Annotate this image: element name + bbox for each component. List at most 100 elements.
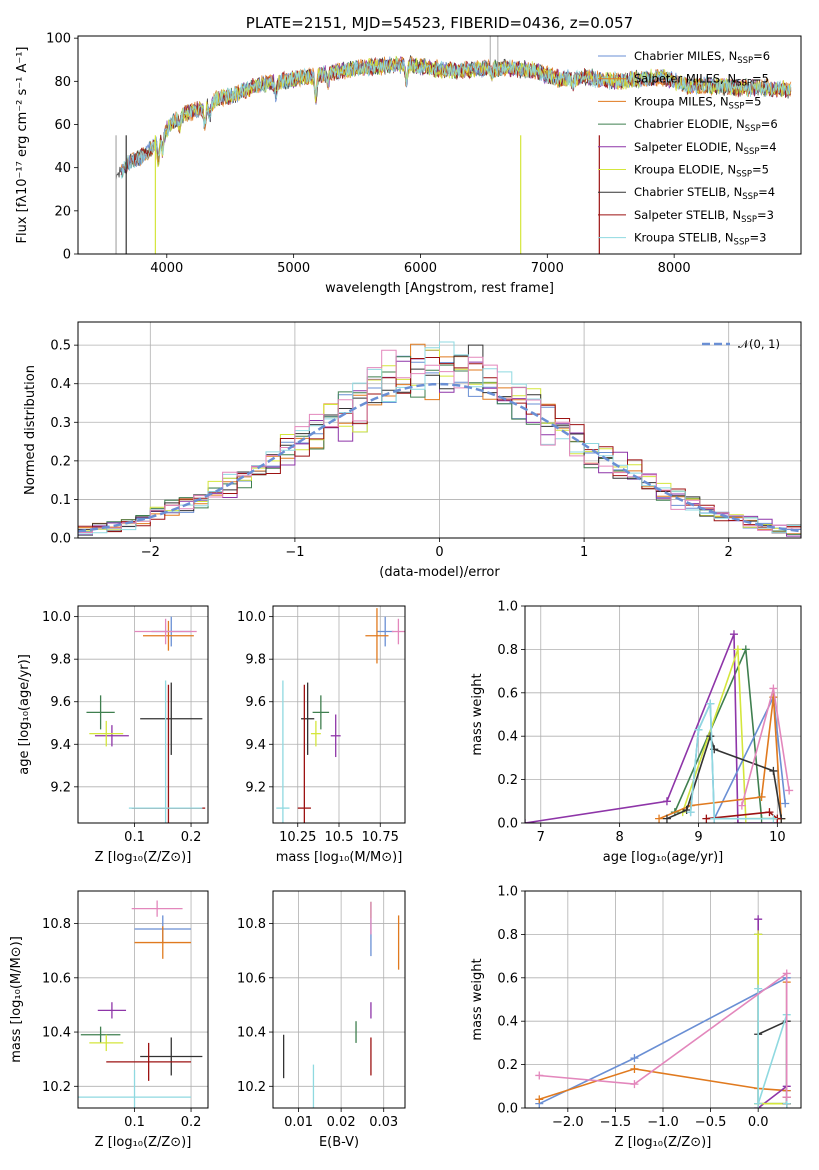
errorbar-point (140, 1037, 203, 1076)
y-tick-label: 60 (54, 118, 71, 133)
y-tick-label: 0.0 (497, 817, 518, 832)
spectrum-line-8 (120, 57, 792, 179)
weight-vs-age-plot-area (525, 630, 794, 823)
y-tick-label: 0.6 (497, 686, 518, 701)
errorbar-point (330, 714, 341, 758)
errorbar-point (128, 680, 203, 823)
y-tick-label: 0.6 (497, 971, 518, 986)
mass-weight-vs-age-panel: 7 8 9 10 0.0 0.2 0.4 0.6 0.8 1.0 age [log₁₀(age/yr… (470, 600, 802, 865)
x-tick-label: −1.5 (600, 1115, 632, 1130)
y-tick-label: 10.6 (42, 971, 71, 986)
legend-entry: Chabrier MILES, NSSP=6 (634, 49, 770, 66)
mass-vs-Z-y-axis-label: mass [log₁₀(M/M⊙)] (9, 936, 24, 1063)
x-tick-label: 1 (580, 545, 588, 560)
mass-weight-series-7 (757, 988, 788, 1104)
mass-vs-EBV-plot-area (282, 901, 400, 1108)
errorbar-point (78, 1070, 192, 1108)
x-tick-label: 2 (725, 545, 733, 560)
mass-vs-Z-x-axis-label: Z [log₁₀(Z/Z⊙)] (95, 1135, 192, 1150)
weight-vs-age-ticks: 7 8 9 10 0.0 0.2 0.4 0.6 0.8 1.0 (497, 600, 785, 846)
residual-histogram-5 (78, 344, 801, 534)
errorbar-point (131, 900, 183, 917)
y-tick-label: 0.8 (497, 928, 518, 943)
errorbar-point (134, 926, 192, 959)
mass-vs-Z-plot-area (78, 900, 203, 1108)
mass-weight-series-4 (658, 697, 783, 820)
y-tick-label: 10.4 (237, 1026, 266, 1041)
mass-weight-marker (769, 766, 778, 775)
mass-weight-marker (535, 1071, 544, 1080)
x-tick-label: 6000 (404, 261, 437, 276)
mass-weight-vs-metallicity-panel: −2.0 −1.5 −1.0 −0.5 0.0 0.0 0.2 0.4 0.6 0.8 1.0 Z [… (470, 885, 802, 1150)
x-tick-label: 0.2 (181, 830, 202, 845)
y-tick-label: 9.8 (245, 653, 266, 668)
y-tick-label: 0.5 (50, 339, 71, 354)
x-tick-label: 7 (537, 830, 545, 845)
mass-weight-marker (737, 801, 746, 810)
y-tick-label: 10.2 (42, 1080, 71, 1095)
weight-vs-Z-grid (525, 890, 801, 1109)
mass-vs-reddening-panel: 0.01 0.02 0.03 10.2 10.4 10.6 10.8 E(B-V) (237, 890, 406, 1150)
mass-weight-marker (769, 684, 778, 693)
errorbar-point (301, 682, 315, 755)
errorbar-point (89, 720, 124, 747)
mass-vs-Z-ticks: 0.1 0.2 10.2 10.4 10.6 10.8 (42, 917, 201, 1130)
mass-weight-marker (686, 808, 695, 817)
x-tick-label: 0 (435, 545, 443, 560)
y-tick-label: 0.4 (497, 1015, 518, 1030)
spectrum-axes-frame (77, 35, 802, 255)
y-tick-label: 0.3 (50, 416, 71, 431)
legend-entry: Chabrier STELIB, NSSP=4 (634, 185, 775, 202)
mass-weight-marker (754, 1099, 763, 1108)
weight-vs-Z-plot-area (535, 915, 791, 1108)
y-tick-label: 20 (54, 204, 71, 219)
x-tick-label: 10.75 (362, 830, 399, 845)
x-tick-label: −2.0 (552, 1115, 584, 1130)
legend-entry: Salpeter MILES, NSSP=5 (634, 72, 769, 89)
mass-weight-marker (741, 645, 750, 654)
spectrum-legend: Chabrier MILES, NSSP=6 Salpeter MILES, NS… (598, 49, 778, 248)
mass-vs-EBV-grid (273, 891, 405, 1108)
mass-weight-series-4 (757, 934, 787, 1105)
x-tick-label: 7000 (531, 261, 564, 276)
x-tick-label: 10 (769, 830, 786, 845)
errorbar-point (276, 680, 290, 823)
y-tick-label: 9.4 (245, 738, 266, 753)
weight-vs-Z-x-axis-label: Z [log₁₀(Z/Z⊙)] (615, 1135, 712, 1150)
x-tick-label: 8 (615, 830, 623, 845)
age-vs-mass-grid (273, 606, 405, 823)
y-tick-label: 10.2 (237, 1080, 266, 1095)
x-tick-label: 9 (694, 830, 702, 845)
age-vs-Z-plot-area (86, 616, 206, 823)
legend-entry: 𝒩(0, 1) (738, 337, 780, 351)
x-tick-label: 10.25 (279, 830, 316, 845)
x-tick-label: −0.5 (695, 1115, 727, 1130)
legend-entry: Kroupa STELIB, NSSP=3 (634, 231, 766, 248)
spectrum-ticks: 4000 5000 6000 7000 8000 0 20 40 60 80 100 (46, 32, 691, 276)
y-tick-label: 10.0 (42, 610, 71, 625)
legend-entry: Kroupa ELODIE, NSSP=5 (634, 163, 769, 180)
x-tick-label: 4000 (150, 261, 183, 276)
age-vs-Z-axes-frame (77, 605, 209, 824)
errorbar-point (312, 695, 330, 730)
legend-entry: Salpeter ELODIE, NSSP=4 (634, 140, 777, 157)
weight-vs-age-y-axis-label: mass weight (470, 673, 485, 755)
mass-weight-series-0 (674, 649, 782, 820)
age-vs-Z-y-axis-label: age [log₁₀(age/yr)] (17, 654, 32, 775)
age-vs-Z-ticks: 0.1 0.2 9.2 9.4 9.6 9.8 10.0 (42, 610, 201, 845)
mass-weight-series-2 (757, 934, 787, 1105)
x-tick-label: 0.2 (181, 1115, 202, 1130)
x-tick-label: −2 (141, 545, 160, 560)
errorbar-point (143, 620, 194, 651)
weight-vs-Z-ticks: −2.0 −1.5 −1.0 −0.5 0.0 0.0 0.2 0.4 0.6 0.8 1.0 (497, 885, 768, 1131)
y-tick-label: 0.1 (50, 493, 71, 508)
x-tick-label: 0.02 (327, 1115, 356, 1130)
errorbar-point (376, 616, 394, 647)
y-tick-label: 9.4 (50, 738, 71, 753)
age-vs-mass-ticks: 10.25 10.5 10.75 9.2 9.4 9.6 9.8 10.0 (237, 610, 399, 845)
y-tick-label: 0.0 (50, 532, 71, 547)
mass-vs-Z-axes-frame (77, 890, 209, 1109)
y-tick-label: 0 (63, 248, 71, 263)
y-tick-label: 9.2 (245, 780, 266, 795)
